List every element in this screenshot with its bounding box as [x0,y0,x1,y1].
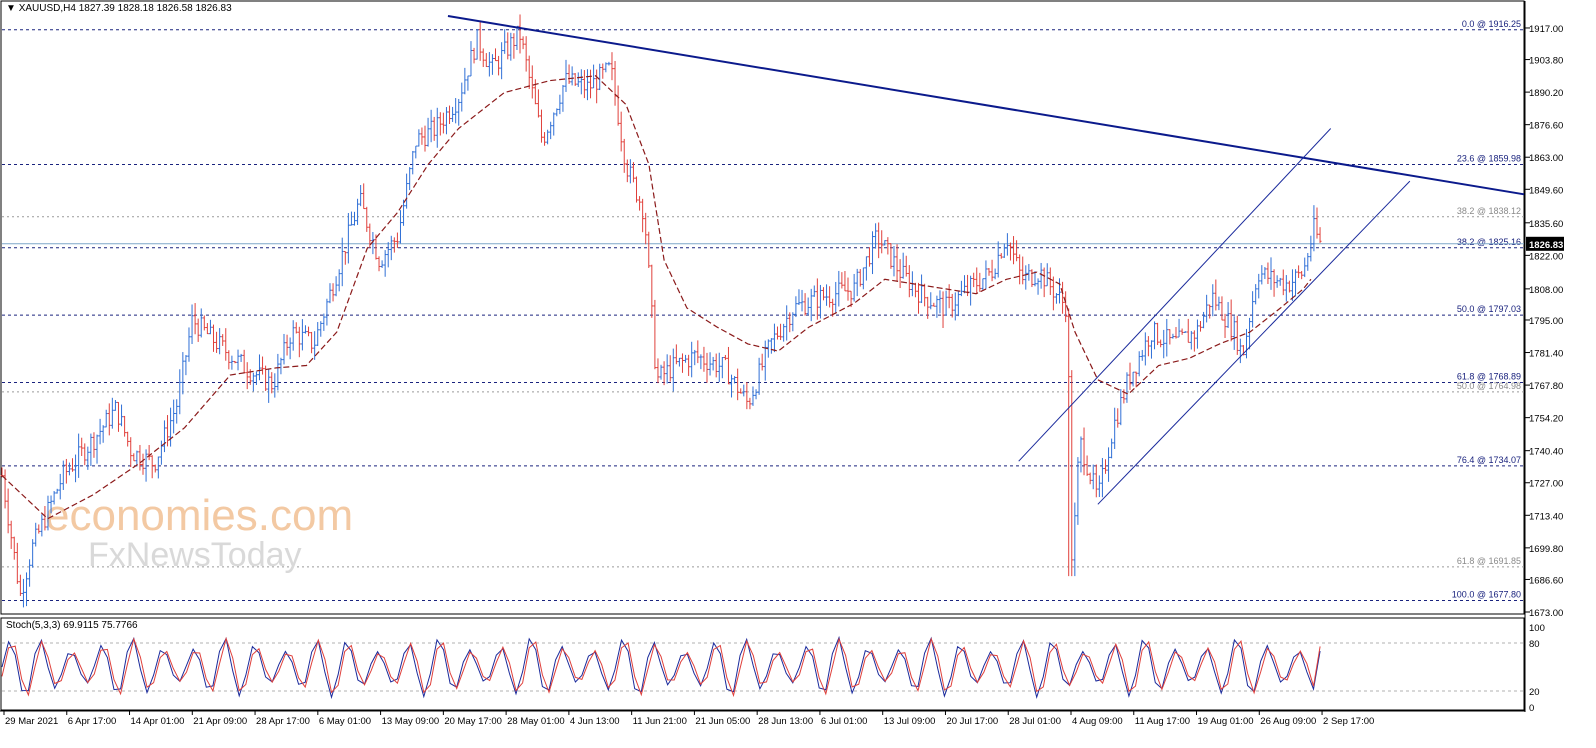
stoch-tick-label: 80 [1529,639,1540,650]
y-tick-label: 1795.00 [1529,316,1563,327]
y-tick-label: 1808.00 [1529,285,1563,296]
candles-group [0,14,1322,608]
x-tick-label: 6 Jul 01:00 [821,716,867,727]
x-tick-label: 6 May 01:00 [319,716,371,727]
y-tick-label: 1917.00 [1529,24,1563,35]
trend-line [447,15,1525,196]
fib-level-label: 61.8 @ 1768.89 [1457,371,1521,381]
x-tick-label: 21 Apr 09:00 [193,716,247,727]
watermark-brand: economies.com [45,491,353,540]
fib-level-label: 50.0 @ 1764.98 [1457,381,1521,391]
stoch-tick-label: 20 [1529,687,1540,698]
ohlc-readout: 1827.39 1828.18 1826.58 1826.83 [78,3,232,14]
y-tick-label: 1727.00 [1529,479,1563,490]
x-tick-label: 28 Jun 13:00 [758,716,813,727]
x-tick-label: 6 Apr 17:00 [68,716,117,727]
fib-level-label: 100.0 @ 1677.80 [1452,590,1521,600]
dropdown-triangle-icon[interactable]: ▼ [6,3,16,14]
x-tick-label: 2 Sep 17:00 [1323,716,1374,727]
chart-header: ▼ XAUUSD,H4 1827.39 1828.18 1826.58 1826… [6,3,232,14]
fib-level-label: 38.2 @ 1825.16 [1457,237,1521,247]
price-pane-frame [0,0,1525,615]
x-tick-label: 28 May 01:00 [507,716,565,727]
x-tick-label: 29 Mar 2021 [5,716,58,727]
x-tick-label: 11 Aug 17:00 [1135,716,1190,727]
x-tick-label: 20 Jul 17:00 [946,716,998,727]
y-tick-label: 1699.80 [1529,544,1563,555]
fib-level-label: 23.6 @ 1859.98 [1457,153,1521,163]
y-tick-label: 1849.60 [1529,185,1563,196]
fib-level-label: 0.0 @ 1916.25 [1462,19,1521,29]
x-tick-label: 13 Jul 09:00 [884,716,936,727]
x-tick-label: 11 Jun 21:00 [633,716,687,727]
watermark-site: FxNewsToday [88,536,302,574]
y-tick-label: 1781.40 [1529,349,1563,360]
channel-upper-line [1018,128,1332,462]
y-tick-label: 1822.00 [1529,251,1563,262]
stoch-tick-label: 100 [1529,623,1545,634]
y-tick-label: 1740.40 [1529,447,1563,458]
symbol-label: XAUUSD,H4 [18,3,76,14]
x-tick-label: 26 Aug 09:00 [1260,716,1316,727]
y-tick-label: 1767.80 [1529,381,1563,392]
y-tick-label: 1835.60 [1529,219,1563,230]
fib-level-label: 61.8 @ 1691.85 [1457,556,1521,566]
x-tick-label: 4 Jun 13:00 [570,716,620,727]
moving-average-line [1,75,1312,520]
x-tick-label: 20 May 17:00 [444,716,502,727]
x-tick-label: 28 Jul 01:00 [1009,716,1061,727]
stoch-tick-label: 0 [1529,703,1534,714]
channel-lower-line [1097,180,1411,505]
y-tick-label: 1754.20 [1529,414,1563,425]
fib-level-label: 76.4 @ 1734.07 [1457,455,1521,465]
x-tick-label: 21 Jun 05:00 [695,716,750,727]
y-tick-label: 1890.20 [1529,88,1563,99]
x-tick-label: 14 Apr 01:00 [131,716,185,727]
x-tick-label: 28 Apr 17:00 [256,716,310,727]
stoch-header: Stoch(5,3,3) 69.9115 75.7766 [6,620,138,631]
x-tick-label: 4 Aug 09:00 [1072,716,1123,727]
stoch-d-line [1,636,1321,698]
stoch-pane-frame [0,617,1525,711]
y-tick-label: 1673.00 [1529,608,1563,619]
x-tick-label: 19 Aug 01:00 [1198,716,1254,727]
y-tick-label: 1863.00 [1529,153,1563,164]
current-price-label: 1826.83 [1529,240,1563,251]
y-tick-label: 1876.60 [1529,121,1563,132]
x-tick-label: 13 May 09:00 [382,716,440,727]
y-tick-label: 1713.40 [1529,511,1563,522]
stoch-k-line [1,635,1321,700]
fib-level-label: 50.0 @ 1797.03 [1457,304,1521,314]
y-tick-label: 1903.80 [1529,56,1563,67]
y-tick-label: 1686.60 [1529,575,1563,586]
fib-level-label: 38.2 @ 1838.12 [1457,206,1521,216]
current-price-tag [1526,236,1564,251]
